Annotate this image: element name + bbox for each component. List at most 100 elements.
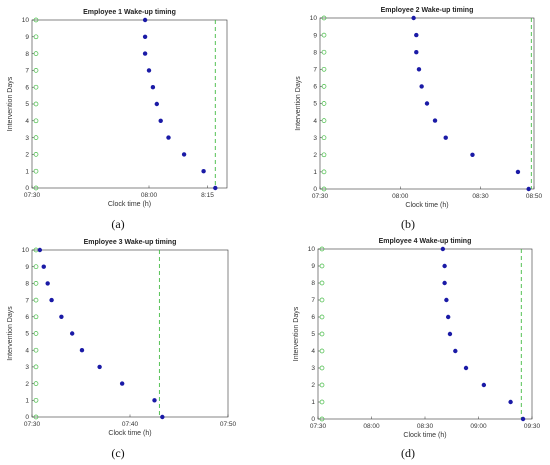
reference-point	[33, 264, 39, 270]
x-tick-label: 08:50	[526, 193, 543, 200]
reference-point	[33, 364, 39, 370]
y-tick-label: 5	[311, 331, 315, 338]
wake-up-point	[419, 84, 424, 89]
wake-up-point	[37, 247, 43, 253]
y-tick-label: 7	[311, 297, 315, 304]
reference-point	[319, 263, 325, 269]
wake-up-point	[526, 186, 531, 192]
reference-point	[319, 280, 325, 286]
chart-title: Employee 3 Wake-up timing	[84, 239, 177, 246]
x-tick-label: 07:50	[220, 421, 237, 428]
wake-up-point	[508, 399, 513, 405]
reference-point	[319, 297, 325, 303]
reference-point	[321, 135, 327, 141]
wake-up-point	[181, 152, 187, 157]
y-tick-label: 7	[25, 297, 29, 304]
wake-up-point	[158, 118, 163, 124]
reference-point	[33, 381, 39, 386]
wake-up-point	[166, 135, 171, 140]
reference-point	[33, 331, 39, 336]
wake-up-point	[154, 101, 159, 107]
x-axis-label: Clock time (h)	[108, 201, 151, 208]
reference-point	[33, 414, 39, 420]
reference-point	[33, 347, 39, 353]
wake-up-point	[119, 381, 125, 386]
wake-up-point	[444, 297, 449, 303]
wake-up-point	[97, 364, 102, 370]
reference-point	[321, 186, 327, 192]
wake-up-point	[453, 348, 458, 354]
wake-up-point	[49, 297, 54, 303]
y-tick-label: 9	[311, 263, 315, 270]
wake-up-point	[79, 348, 85, 353]
reference-point	[33, 168, 39, 174]
wake-up-point	[213, 185, 218, 191]
chart-title: Employee 1 Wake-up timing	[83, 9, 176, 16]
wake-up-point	[146, 68, 152, 73]
reference-point	[321, 84, 327, 89]
wake-up-point	[442, 263, 447, 269]
reference-point	[321, 32, 327, 38]
reference-point	[33, 135, 39, 140]
y-tick-label: 0	[25, 185, 29, 192]
reference-point	[33, 185, 39, 191]
y-tick-label: 8	[25, 281, 29, 288]
y-tick-label: 10	[22, 247, 30, 254]
x-tick-label: 08:00	[141, 192, 158, 199]
y-tick-label: 1	[313, 169, 317, 176]
wake-up-point	[150, 85, 156, 90]
y-tick-label: 9	[25, 264, 29, 271]
y-tick-label: 2	[25, 381, 29, 388]
wake-up-point	[481, 382, 487, 388]
wake-up-point	[411, 15, 416, 21]
y-tick-label: 2	[311, 382, 315, 389]
reference-point	[319, 382, 325, 388]
reference-point	[319, 331, 325, 337]
x-axis-label: Clock time (h)	[405, 202, 448, 209]
y-tick-label: 3	[25, 364, 29, 371]
wake-up-point	[520, 416, 526, 422]
wake-up-point	[443, 135, 448, 140]
reference-point	[33, 297, 39, 303]
y-tick-label: 2	[313, 152, 317, 159]
reference-point	[321, 169, 327, 175]
reference-point	[33, 84, 39, 90]
y-tick-label: 10	[310, 15, 318, 22]
x-tick-label: 08:00	[363, 423, 380, 430]
wake-up-point	[41, 264, 46, 269]
y-tick-label: 5	[313, 101, 317, 108]
wake-up-point	[142, 17, 148, 23]
x-tick-label: 07:30	[312, 193, 329, 200]
y-tick-label: 7	[25, 68, 29, 75]
plot-frame	[31, 249, 229, 418]
wake-up-point	[432, 118, 438, 123]
wake-up-point	[414, 50, 419, 55]
y-axis-label: Intervention Days	[293, 306, 300, 361]
reference-point	[319, 399, 325, 405]
reference-point	[33, 118, 39, 124]
chart-panel-4: Employee 4 Wake-up timing 0 1 2 3 4 5 6 7 8 9 10 07:…	[293, 238, 541, 460]
plot-frame	[31, 19, 228, 189]
y-tick-label: 0	[25, 414, 29, 421]
y-tick-label: 10	[308, 246, 316, 253]
y-tick-label: 8	[313, 49, 317, 56]
wake-up-point	[152, 398, 157, 403]
chart-panel-2: Employee 2 Wake-up timing 0 1 2 3 4 5 6 7 8 9 10 07:…	[295, 7, 543, 231]
wake-up-point	[142, 51, 148, 56]
reference-point	[33, 17, 39, 23]
wake-up-point	[414, 32, 419, 38]
reference-point	[321, 101, 327, 106]
y-tick-label: 9	[25, 34, 29, 41]
y-tick-label: 7	[313, 67, 317, 74]
wake-up-point	[69, 331, 75, 336]
y-axis-label: Intervention Days	[295, 76, 302, 131]
y-tick-label: 1	[25, 398, 29, 405]
wake-up-point	[515, 169, 521, 175]
x-tick-label: 07:30	[24, 421, 41, 428]
y-tick-label: 4	[25, 118, 29, 125]
reference-point	[321, 152, 327, 158]
x-tick-label: 8:15	[201, 192, 214, 199]
reference-point	[321, 66, 327, 72]
x-tick-label: 07:40	[122, 421, 139, 428]
